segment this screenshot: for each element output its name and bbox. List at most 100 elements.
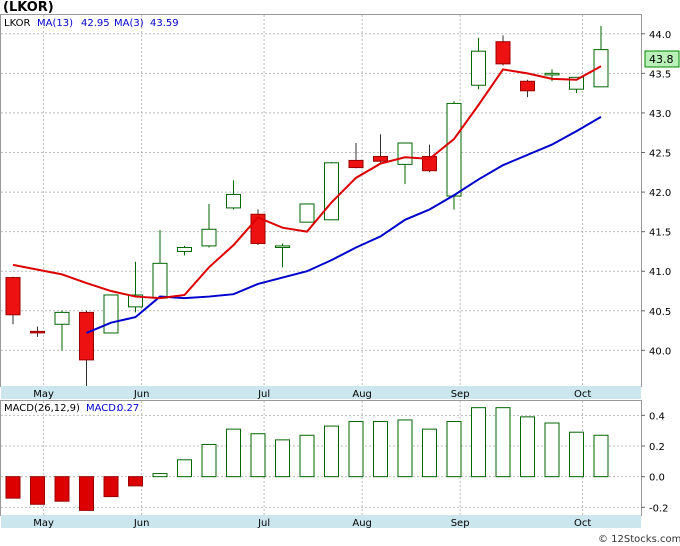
macd-bar (177, 459, 192, 478)
macd-y-tick-label: 0.4 (649, 411, 665, 422)
macd-y-axis: -0.2 0.0 0.2 0.4 (641, 411, 669, 514)
candle (5, 276, 21, 325)
legend-ma13-label: MA(13) (37, 18, 73, 29)
price-x-tick-label: Oct (574, 389, 591, 400)
candle (471, 37, 486, 90)
price-y-tick-label: 40.5 (649, 307, 671, 318)
candle-body (54, 311, 70, 325)
macd-x-tick-label: May (33, 518, 54, 529)
macd-x-tick-label: Sep (451, 518, 470, 529)
legend-ticker: LKOR (4, 18, 30, 29)
macd-legend: MACD(26,12,9) MACD: 0.27 (4, 403, 139, 414)
candle-body (593, 49, 609, 88)
macd-bar (569, 431, 584, 478)
price-y-tick-label: 42.0 (649, 188, 671, 199)
candle (177, 245, 192, 256)
footer-credit: © 12Stocks.com (598, 534, 680, 545)
macd-bar (299, 434, 315, 478)
price-x-tick-label: Aug (352, 389, 372, 400)
price-y-tick-label: 40.0 (649, 346, 671, 357)
ma3-line (12, 65, 602, 300)
candle (152, 230, 168, 299)
candle-body (5, 277, 21, 316)
candle-body (275, 245, 290, 248)
macd-x-tick-label: Oct (574, 518, 591, 529)
macd-bar (471, 407, 486, 478)
candle (275, 243, 290, 268)
candle-body (397, 142, 413, 165)
price-x-tick-label: Jun (133, 389, 150, 400)
macd-bar (54, 476, 70, 502)
price-y-tick-label: 44.0 (649, 30, 671, 41)
macd-legend-value: 0.27 (117, 403, 139, 414)
macd-bar (520, 416, 535, 478)
macd-y-tick-label: 0.2 (649, 442, 665, 453)
candle (299, 203, 315, 223)
candle (324, 162, 339, 221)
macd-bar (275, 439, 290, 478)
price-y-axis: 40.0 40.5 41.0 41.5 42.0 42.5 43.0 43.5 44.0 (641, 30, 671, 357)
price-y-tick-label: 42.5 (649, 149, 671, 160)
legend-ma3-value: 43.59 (150, 18, 179, 29)
price-x-tick-label: May (33, 389, 54, 400)
candle-body (103, 294, 119, 334)
macd-bar (348, 420, 364, 478)
macd-bar (79, 476, 94, 511)
candle-body (201, 228, 217, 247)
candle-body (324, 162, 339, 221)
candle (520, 79, 535, 98)
macd-bar (422, 428, 437, 478)
macd-bar (373, 420, 388, 478)
macd-bar (152, 473, 168, 478)
candle (250, 209, 266, 246)
last-price-badge (644, 50, 680, 68)
price-x-axis-band (1, 386, 641, 399)
macd-x-tick-label: Jun (133, 518, 150, 529)
candle-body (128, 294, 143, 308)
price-y-tick-label: 41.5 (649, 228, 671, 239)
price-legend: LKOR MA(13) 42.95 MA(3) 43.59 (4, 18, 179, 29)
price-x-tick-label: Sep (451, 389, 470, 400)
legend-ma13-value: 42.95 (81, 18, 110, 29)
candle (593, 25, 609, 88)
candle (128, 261, 143, 313)
macd-bar (250, 433, 266, 478)
macd-bar (226, 428, 241, 478)
candle (495, 35, 511, 66)
macd-bar (446, 420, 462, 478)
macd-bar (30, 476, 45, 505)
macd-bar-series (5, 407, 609, 511)
macd-x-axis: May Jun Jul Aug Sep Oct (33, 518, 591, 529)
candle (79, 310, 94, 386)
macd-x-tick-label: Jul (257, 518, 270, 529)
candle-body (495, 41, 511, 65)
candle-body (348, 159, 364, 169)
candle (30, 326, 45, 337)
macd-x-tick-label: Aug (352, 518, 372, 529)
candle (226, 180, 241, 210)
macd-y-tick-label: -0.2 (649, 503, 669, 514)
candle-body (373, 155, 388, 162)
candle-body (226, 193, 241, 209)
macd-bar (201, 443, 217, 478)
macd-y-tick-label: 0.0 (649, 473, 665, 484)
price-y-tick-label: 43.5 (649, 69, 671, 80)
macd-bar (593, 434, 609, 478)
candle-body (569, 76, 584, 90)
price-panel-frame (0, 14, 642, 387)
macd-bar (544, 422, 560, 478)
last-price-tag: 43.8 (644, 50, 680, 68)
chart-title: (LKOR) (3, 0, 54, 15)
candle (54, 310, 70, 351)
candle-body (422, 155, 437, 172)
macd-bar (128, 476, 143, 487)
macd-legend-value-label: MACD: (86, 403, 119, 414)
macd-x-axis-band (1, 515, 641, 528)
last-price-label: 43.8 (649, 53, 674, 66)
candle-body (471, 50, 486, 86)
macd-legend-label: MACD(26,12,9) (4, 403, 80, 414)
candle-body (544, 72, 560, 76)
macd-bar (397, 419, 413, 478)
price-x-axis: May Jun Jul Aug Sep Oct (33, 389, 591, 400)
